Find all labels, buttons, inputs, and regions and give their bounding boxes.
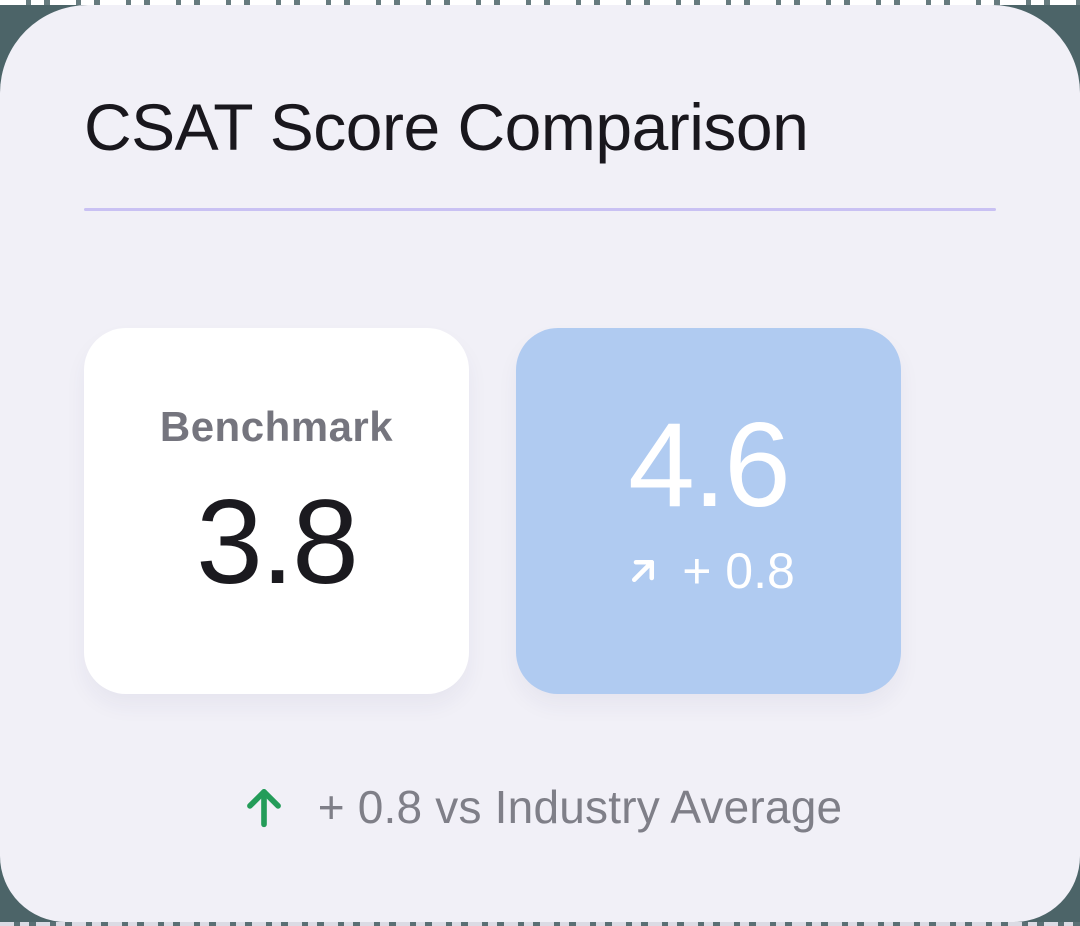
arrow-up-icon <box>246 789 281 828</box>
benchmark-tile: Benchmark 3.8 <box>84 328 469 695</box>
footer-note: + 0.8 vs Industry Average <box>84 780 996 834</box>
benchmark-label: Benchmark <box>159 403 394 451</box>
csat-card: CSAT Score Comparison Benchmark 3.8 4.6 … <box>0 5 1080 922</box>
benchmark-value: 3.8 <box>196 475 359 610</box>
current-score-value: 4.6 <box>628 398 791 533</box>
card-title: CSAT Score Comparison <box>84 90 809 164</box>
divider <box>84 208 996 212</box>
delta-row: + 0.8 <box>622 542 795 600</box>
footer-text: + 0.8 vs Industry Average <box>317 781 843 834</box>
score-tiles-row: Benchmark 3.8 4.6 + 0.8 <box>84 328 996 695</box>
delta-value: + 0.8 <box>682 543 795 600</box>
arrow-up-right-icon <box>632 560 655 583</box>
bottom-edge-artifact <box>0 922 1080 926</box>
current-score-tile: 4.6 + 0.8 <box>516 328 901 695</box>
